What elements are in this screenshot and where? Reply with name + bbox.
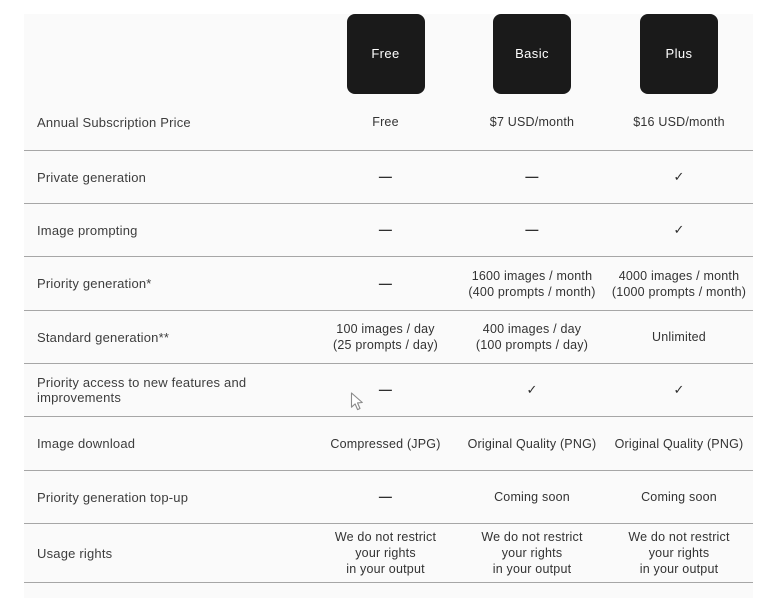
table-row-priority-generation: Priority generation* — 1600 images / mon… [24,256,753,310]
row-label: Image download [37,436,136,451]
price-plus: $16 USD/month [633,115,725,129]
cell-value: 1600 images / month (400 prompts / month… [459,268,605,300]
cell-line: 1600 images / month [471,268,593,283]
check-icon: ✓ [673,169,685,184]
table-row-private-generation: Private generation — — ✓ [24,150,753,203]
cell-line: 4000 images / month [618,268,740,283]
cell-line: in your output [639,562,719,576]
dash-icon: — [378,382,393,397]
row-label: Standard generation** [37,329,170,345]
dash-icon: — [378,275,393,291]
cell-value: 100 images / day (25 prompts / day) [312,321,459,353]
cell-line: Unlimited [652,330,706,344]
cell-value: 400 images / day (100 prompts / day) [459,321,605,353]
cell-line: We do not restrict [481,530,583,544]
table-row-usage-rights: Usage rights We do not restrict your rig… [24,523,753,583]
cell-value: Coming soon [494,490,570,504]
price-basic: $7 USD/month [489,115,575,129]
cell-value: Coming soon [641,490,717,504]
plan-badge-basic-label: Basic [515,46,549,61]
cell-value: 4000 images / month (1000 prompts / mont… [605,268,753,300]
cell-value: Original Quality (PNG) [614,436,744,451]
cell-line: your rights [355,546,416,560]
dash-icon: — [525,169,539,184]
table-row-annual-price: Annual Subscription Price Free $7 USD/mo… [24,94,753,150]
price-free: Free [372,115,399,129]
cell-line: We do not restrict [334,530,437,544]
cell-value: Compressed (JPG) [330,436,441,451]
cell-line: (25 prompts / day) [332,338,439,352]
cell-line: in your output [346,562,425,576]
cell-value: We do not restrict your rights in your o… [312,529,459,577]
row-label: Image prompting [37,222,138,238]
plan-badge-plus: Plus [640,14,718,94]
row-label: Annual Subscription Price [37,114,191,130]
cell-line: in your output [492,562,572,576]
cell-line: 100 images / day [336,322,435,336]
table-row-image-download: Image download Compressed (JPG) Original… [24,416,753,470]
dash-icon: — [378,489,393,504]
pricing-table: Free Basic Plus Annual Subscription Pric… [24,14,753,598]
plan-column-plus: Plus [605,14,753,94]
check-icon: ✓ [673,382,685,397]
row-label: Usage rights [37,545,113,561]
cell-line: your rights [501,546,563,560]
cell-value: Unlimited [605,329,753,345]
cell-line: 400 images / day [482,322,582,336]
cell-line: (1000 prompts / month) [611,284,747,299]
check-icon: ✓ [526,382,538,397]
plan-column-free: Free [312,14,459,94]
table-row-standard-generation: Standard generation** 100 images / day (… [24,310,753,363]
plan-badge-plus-label: Plus [665,46,693,61]
table-row-topup: Priority generation top-up — Coming soon… [24,470,753,523]
table-row-image-prompting: Image prompting — — ✓ [24,203,753,256]
cell-line: We do not restrict [628,530,730,544]
row-label: Priority access to new features and impr… [37,375,247,405]
plan-badge-free: Free [346,14,425,94]
row-label: Priority generation top-up [37,489,189,505]
dash-icon: — [378,222,393,237]
row-label: Private generation [37,169,147,185]
plan-header-row: Free Basic Plus [24,14,753,94]
plan-badge-free-label: Free [371,46,400,61]
cell-line: (100 prompts / day) [475,338,589,352]
dash-icon: — [378,169,393,184]
plan-column-basic: Basic [459,14,605,94]
row-label: Priority generation* [37,276,152,291]
dash-icon: — [525,222,539,237]
plan-badge-basic: Basic [493,14,571,94]
check-icon: ✓ [673,222,685,237]
cell-value: We do not restrict your rights in your o… [459,529,605,577]
table-row-priority-access: Priority access to new features and impr… [24,363,753,416]
cell-value: We do not restrict your rights in your o… [605,529,753,577]
cell-value: Original Quality (PNG) [467,436,597,451]
cell-line: your rights [648,546,710,560]
cell-line: (400 prompts / month) [468,284,596,299]
